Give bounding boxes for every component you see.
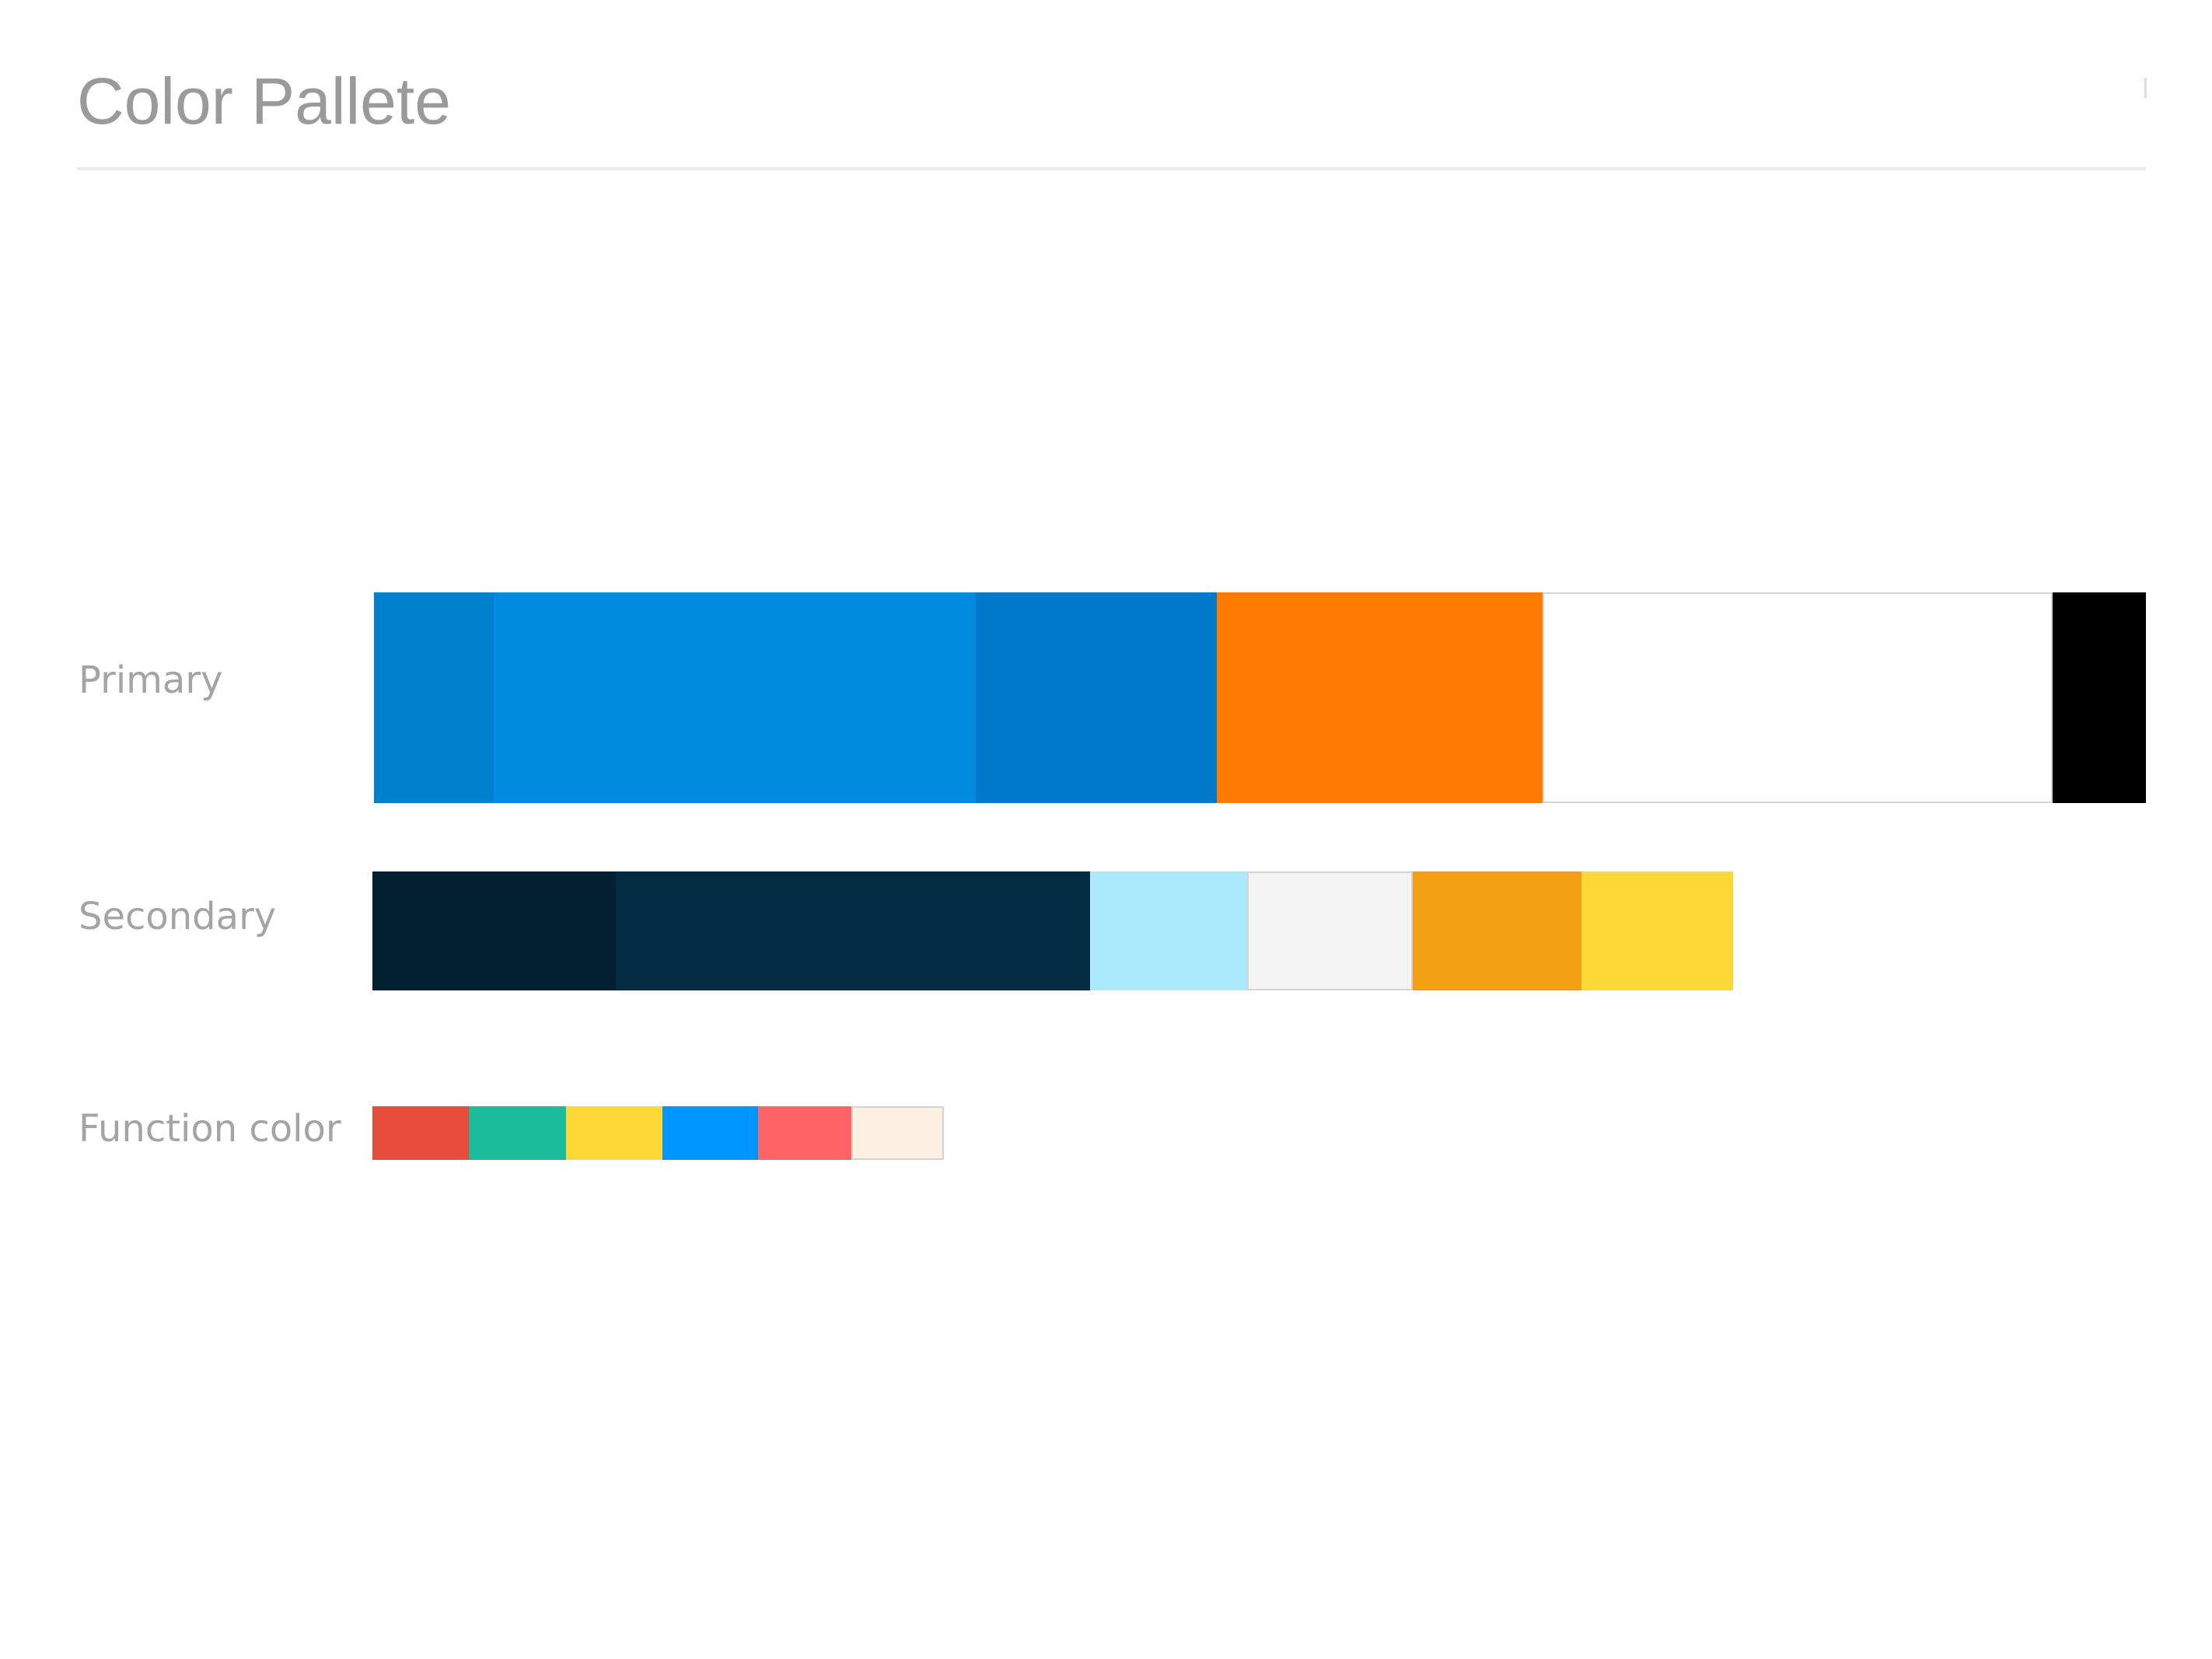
swatch-row-function bbox=[372, 1106, 944, 1160]
swatch-secondary-sky bbox=[1089, 871, 1247, 990]
swatch-secondary-amber bbox=[1412, 871, 1581, 990]
swatch-secondary-light-gray bbox=[1246, 871, 1413, 990]
palette-label-primary: Primary bbox=[79, 658, 223, 702]
swatch-secondary-navy bbox=[615, 871, 1090, 990]
swatch-function-coral bbox=[757, 1106, 852, 1160]
swatch-function-red bbox=[372, 1106, 470, 1160]
swatch-primary-white bbox=[1542, 592, 2053, 803]
swatch-primary-black bbox=[2053, 592, 2146, 803]
corner-mark bbox=[2144, 78, 2147, 98]
palette-label-function: Function color bbox=[79, 1107, 341, 1151]
swatch-function-cream bbox=[851, 1106, 944, 1160]
swatch-row-primary bbox=[374, 592, 2146, 803]
swatch-primary-blue bbox=[494, 592, 976, 803]
swatch-primary-orange bbox=[1216, 592, 1543, 803]
palette-label-secondary: Secondary bbox=[79, 895, 277, 938]
swatch-function-yellow bbox=[565, 1106, 663, 1160]
swatch-secondary-yellow bbox=[1581, 871, 1733, 990]
swatch-secondary-navy-dark bbox=[372, 871, 616, 990]
title-divider bbox=[77, 167, 2146, 170]
swatch-function-blue bbox=[662, 1106, 758, 1160]
swatch-primary-blue-dark bbox=[374, 592, 494, 803]
swatch-row-secondary bbox=[372, 871, 1733, 990]
swatch-primary-blue-deep bbox=[975, 592, 1217, 803]
swatch-function-teal bbox=[469, 1106, 566, 1160]
page-title: Color Pallete bbox=[77, 65, 451, 138]
